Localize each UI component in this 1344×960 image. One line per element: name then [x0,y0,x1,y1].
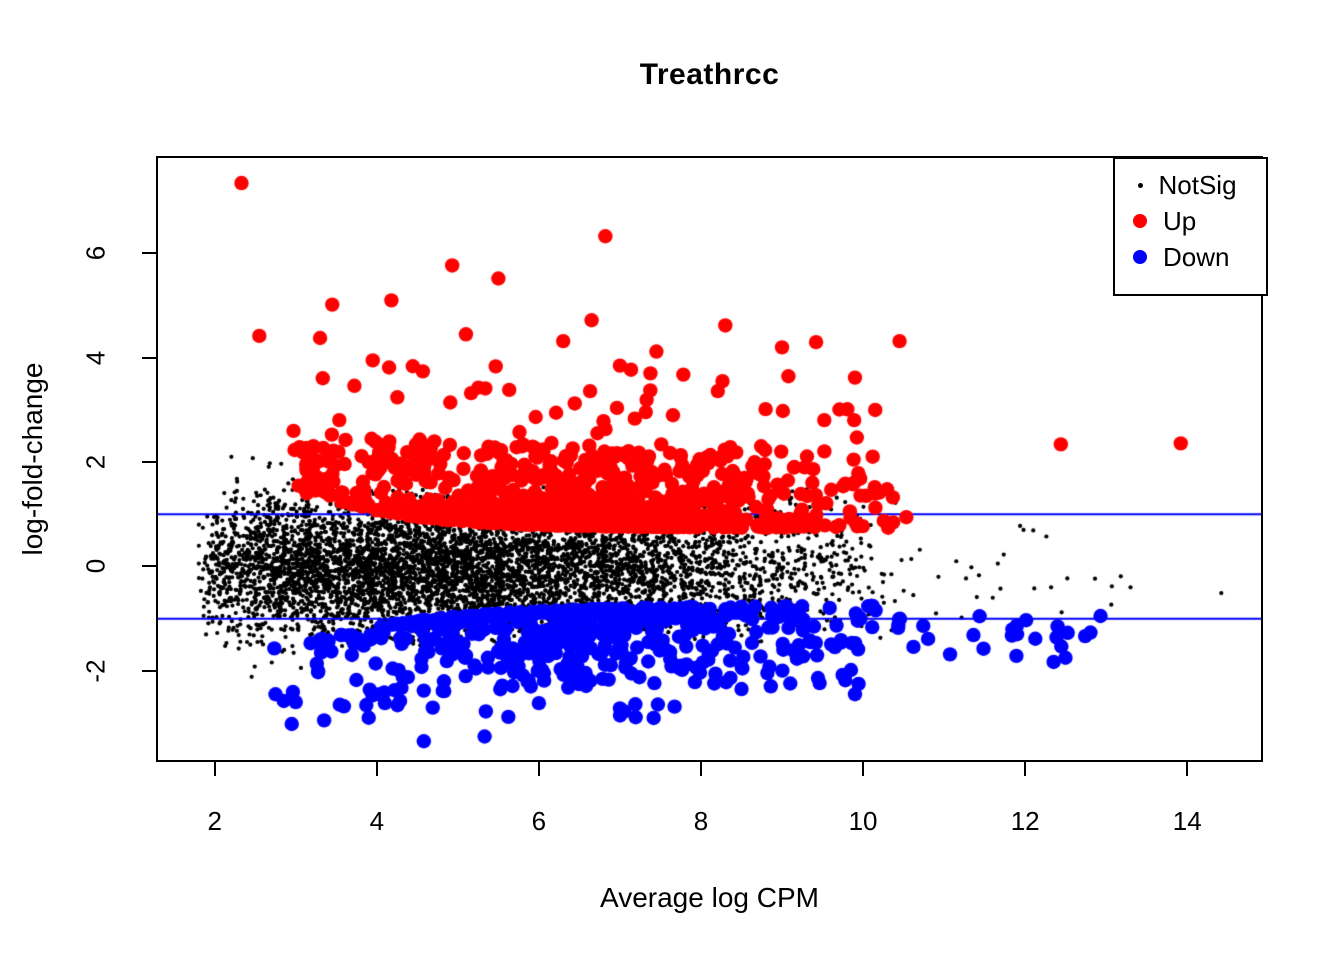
up-dot-icon [1133,214,1147,228]
y-tick-label: -2 [80,659,111,683]
x-tick-label: 12 [1010,806,1040,836]
x-tick [537,762,540,776]
y-tick-label: 2 [80,454,111,470]
legend-entry-up: Up [1115,203,1266,239]
plot-area [156,156,1263,762]
x-tick-label: 2 [207,806,222,836]
legend-label-notsig: NotSig [1158,169,1237,200]
x-tick [1024,762,1027,776]
y-tick [142,565,156,568]
x-tick-label: 10 [848,806,878,836]
legend-label-up: Up [1163,205,1197,236]
x-tick [375,762,378,776]
y-tick [142,252,156,255]
x-tick-label: 4 [369,806,385,836]
x-tick [213,762,216,776]
x-tick [699,762,702,776]
legend: NotSig Up Down [1113,157,1268,296]
legend-entry-notsig: NotSig [1115,167,1266,203]
legend-label-down: Down [1163,241,1230,272]
notsig-dot-icon [1137,182,1143,188]
y-tick-label: 6 [80,246,111,261]
x-tick [1186,762,1189,776]
y-tick [142,461,156,464]
x-tick-label: 14 [1172,806,1202,836]
y-tick [142,669,156,672]
y-tick [142,356,156,359]
down-dot-icon [1133,250,1147,264]
chart-title: Treathrcc [639,58,780,91]
y-tick-label: 4 [80,350,111,366]
x-tick-label: 8 [693,806,709,836]
x-axis-label: Average log CPM [600,882,819,913]
y-axis-label: log-fold-change [17,362,48,556]
x-tick-label: 6 [531,806,547,836]
x-tick [862,762,865,776]
plot-canvas [158,158,1261,760]
y-tick-label: 0 [80,559,111,574]
legend-entry-down: Down [1115,239,1266,275]
